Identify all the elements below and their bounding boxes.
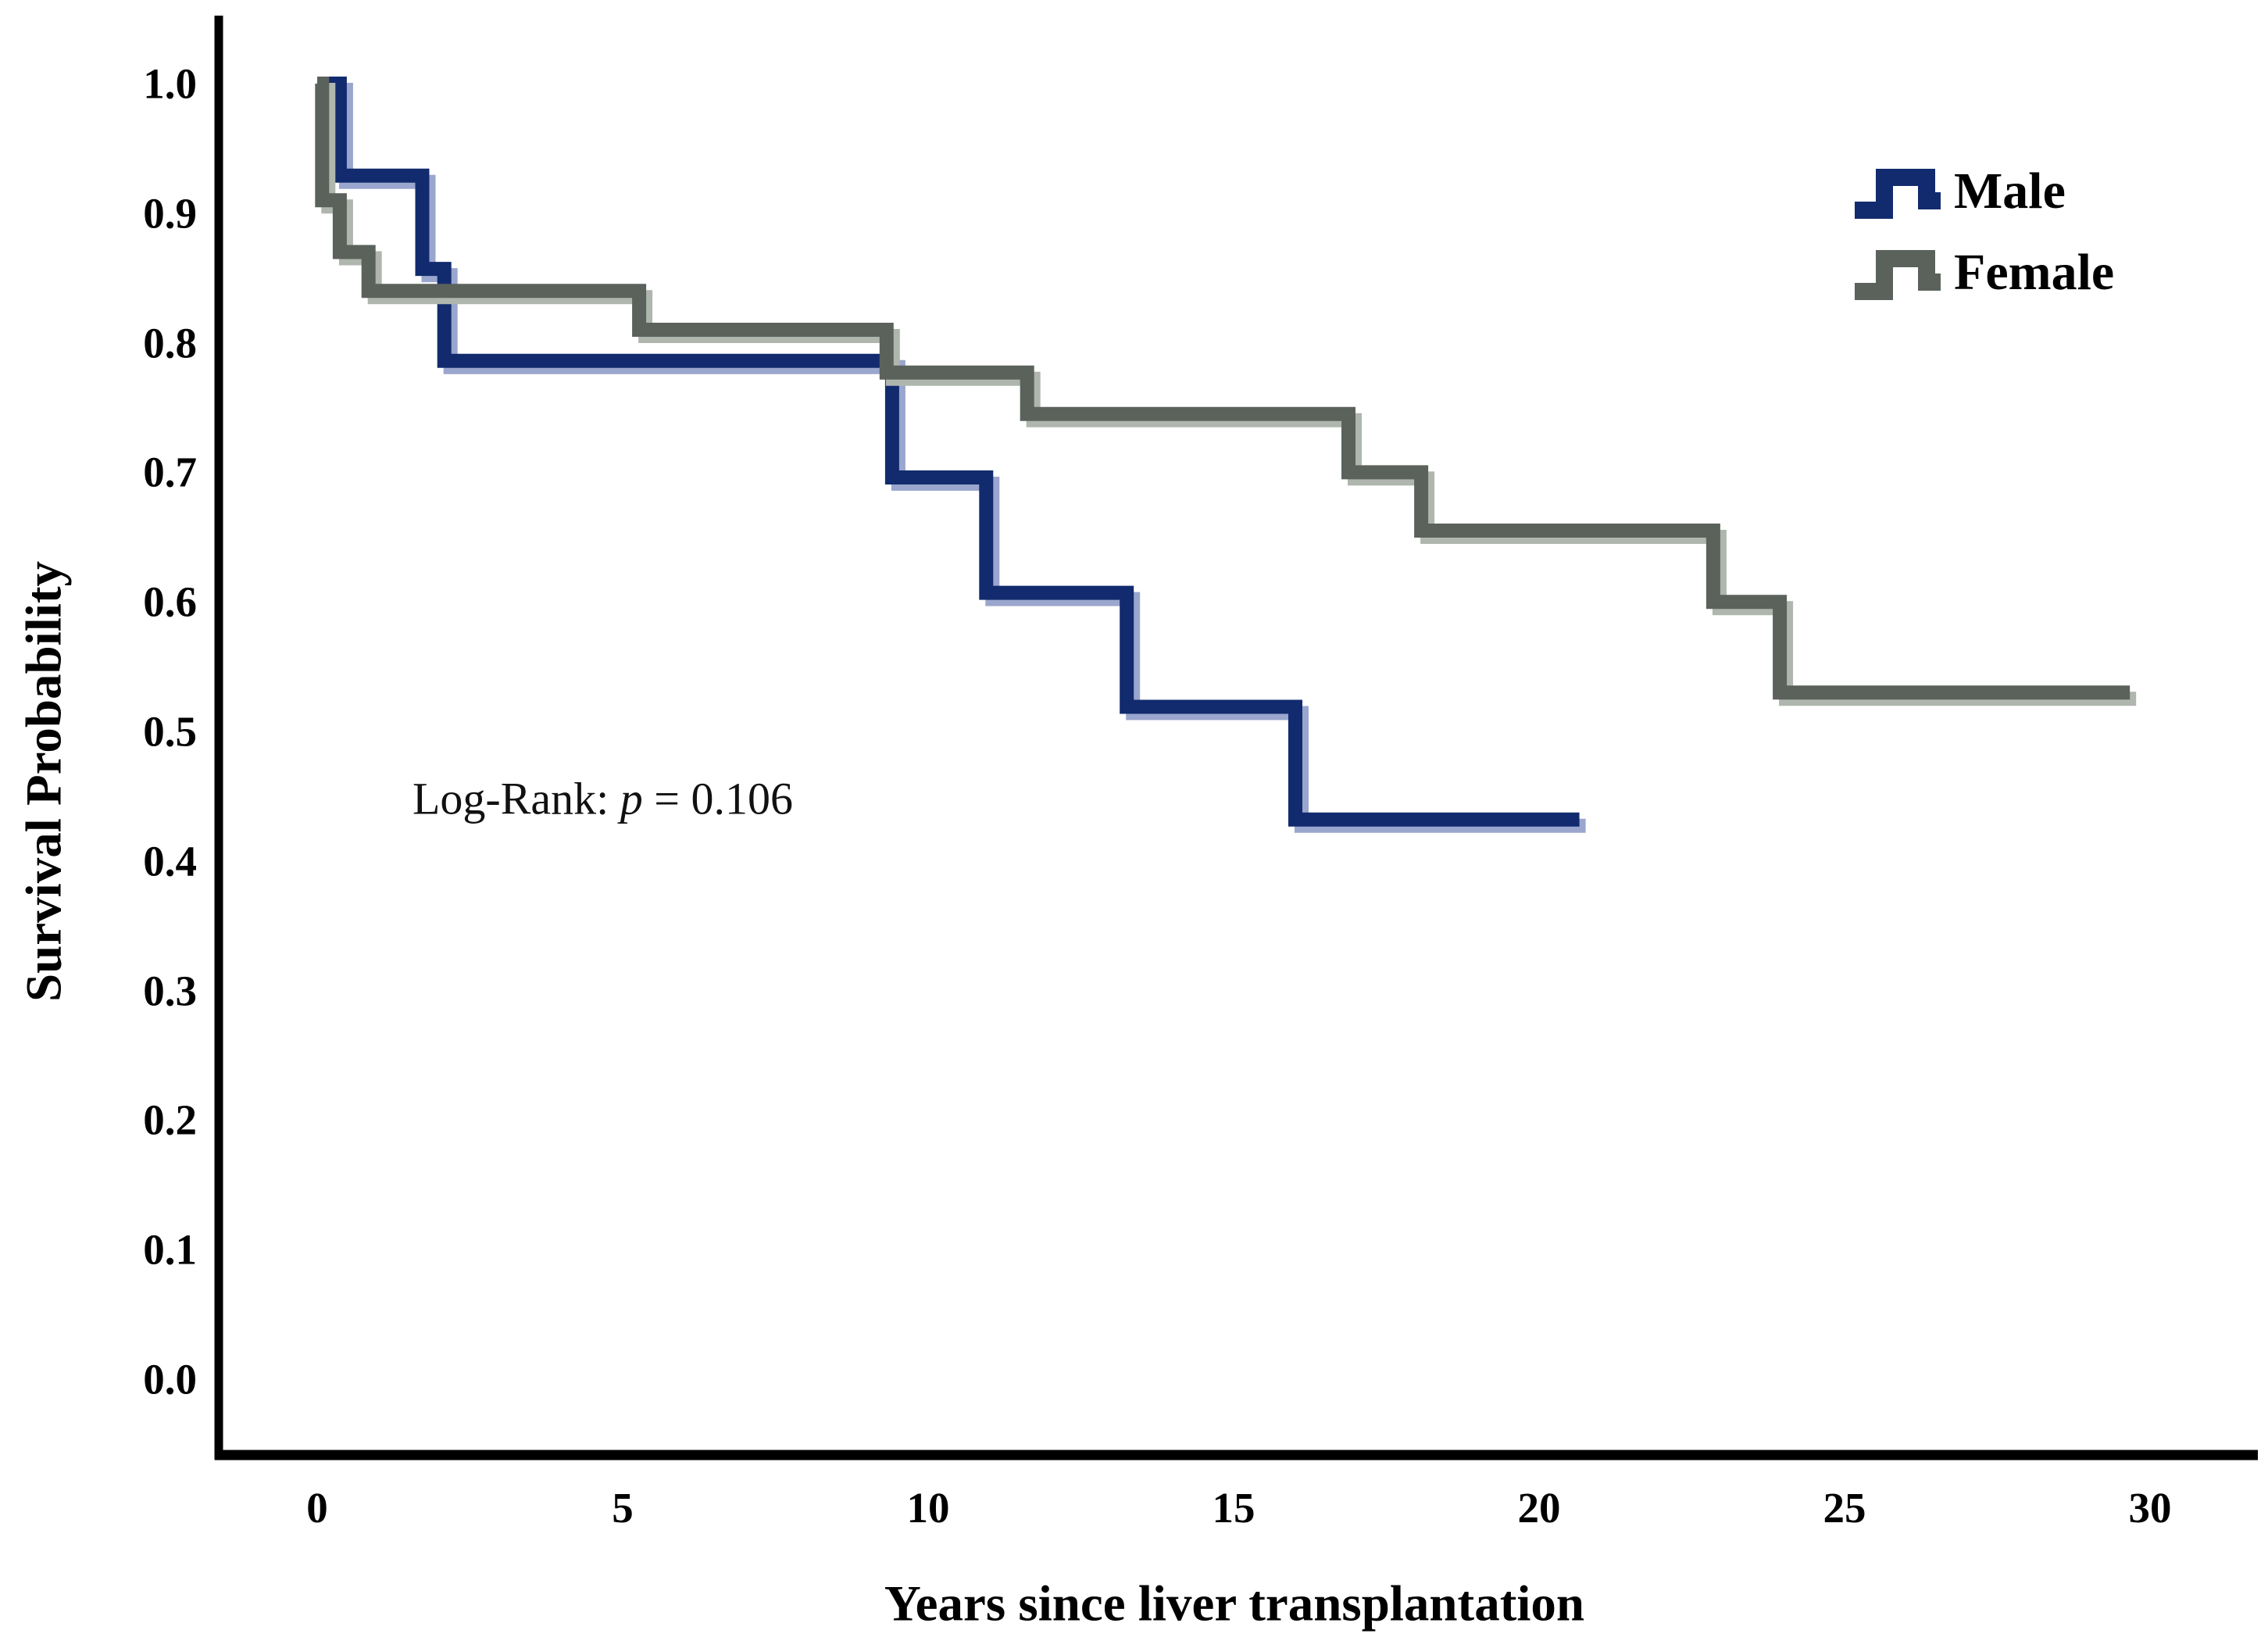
legend-label-male: Male xyxy=(1954,163,2066,220)
y-tick-0.3: 0.3 xyxy=(143,967,197,1015)
legend: Male Female xyxy=(1844,156,2114,308)
x-tick-10: 10 xyxy=(906,1484,950,1532)
y-tick-1.0: 1.0 xyxy=(143,59,197,108)
y-tick-0.9: 0.9 xyxy=(143,189,197,238)
x-tick-5: 5 xyxy=(612,1484,634,1532)
x-tick-30: 30 xyxy=(2128,1484,2172,1532)
male-step-line-icon xyxy=(1855,169,1941,219)
log-rank-annotation: Log-Rank: p = 0.106 xyxy=(413,773,793,825)
legend-item-male: Male xyxy=(1844,156,2114,227)
y-tick-0.2: 0.2 xyxy=(143,1096,197,1144)
y-tick-0.1: 0.1 xyxy=(143,1225,197,1274)
x-tick-0: 0 xyxy=(306,1484,328,1532)
p-symbol: p xyxy=(620,773,643,824)
female-survival-curve xyxy=(315,77,2130,700)
male-survival-curve xyxy=(317,77,1580,827)
y-tick-0.4: 0.4 xyxy=(143,837,197,885)
x-tick-25: 25 xyxy=(1823,1484,1866,1532)
y-tick-0.0: 0.0 xyxy=(143,1355,197,1403)
y-tick-0.7: 0.7 xyxy=(143,448,197,496)
female-step-line-icon xyxy=(1855,250,1941,300)
legend-item-female: Female xyxy=(1844,238,2114,308)
p-value: = 0.106 xyxy=(654,773,794,824)
log-rank-prefix: Log-Rank: xyxy=(413,773,609,824)
legend-label-female: Female xyxy=(1954,244,2115,301)
y-tick-0.6: 0.6 xyxy=(143,577,197,626)
x-tick-15: 15 xyxy=(1212,1484,1255,1532)
y-tick-0.5: 0.5 xyxy=(143,707,197,756)
y-axis-title: Survival Probability xyxy=(16,560,73,1003)
y-tick-0.8: 0.8 xyxy=(143,319,197,367)
x-tick-20: 20 xyxy=(1517,1484,1561,1532)
x-axis-title: Years since liver transplantation xyxy=(884,1575,1585,1632)
male-curve-shadow xyxy=(323,83,1586,833)
